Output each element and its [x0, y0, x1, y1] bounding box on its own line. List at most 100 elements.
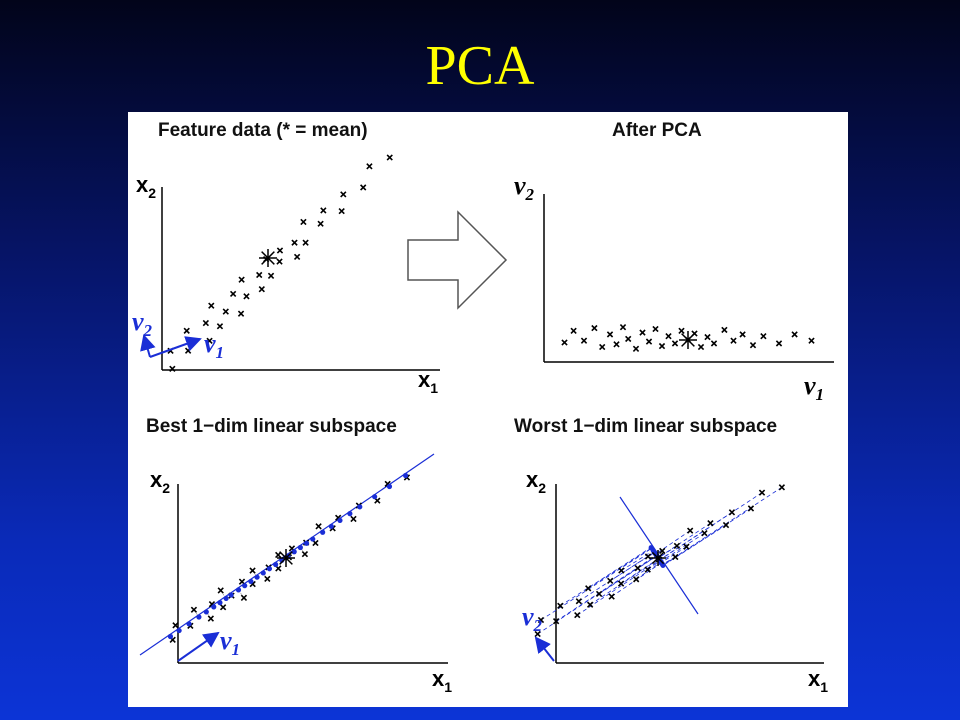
feature-v1-arrow: [149, 336, 202, 358]
projected-point: [248, 578, 254, 585]
data-point-cross-icon: [302, 239, 309, 246]
projected-point: [386, 483, 393, 490]
data-point-cross-icon: [580, 337, 588, 344]
data-point-cross-icon: [599, 343, 606, 351]
data-point-cross-icon: [338, 207, 345, 215]
data-point-cross-icon: [608, 593, 615, 600]
projected-point: [320, 529, 326, 535]
figure-panel: Feature data (* = mean) x2 x1 v2 v1 Afte…: [128, 112, 848, 707]
data-point-cross-icon: [704, 333, 711, 341]
projected-point: [186, 621, 192, 627]
projection-line: [662, 486, 783, 566]
panel-feature-title: Feature data (* = mean): [158, 120, 368, 141]
data-point-cross-icon: [238, 276, 245, 283]
best-v1-arrow: [177, 631, 220, 662]
data-point-cross-icon: [366, 163, 373, 170]
data-point-cross-icon: [659, 547, 666, 555]
best-v1-label: v1: [220, 626, 240, 659]
projection-line: [662, 524, 727, 566]
data-point-cross-icon: [808, 337, 815, 344]
data-point-cross-icon: [678, 327, 685, 334]
data-point-cross-icon: [686, 527, 694, 534]
data-point-cross-icon: [229, 290, 237, 298]
worst-v2-label: v2: [522, 602, 543, 635]
feature-v2-arrow: [140, 334, 156, 358]
data-point-cross-icon: [652, 325, 659, 333]
data-point-cross-icon: [256, 271, 263, 279]
data-point-cross-icon: [739, 331, 746, 338]
data-point-cross-icon: [645, 338, 653, 345]
data-point-cross-icon: [595, 590, 603, 598]
data-point-cross-icon: [625, 335, 632, 343]
projected-point: [196, 614, 202, 620]
feature-v1-label: v1: [204, 329, 224, 362]
slide-title: PCA: [425, 35, 535, 97]
projected-point: [328, 523, 334, 529]
projected-point: [347, 511, 353, 517]
projected-point: [273, 561, 279, 568]
data-point-cross-icon: [561, 339, 568, 346]
panel-best-title: Best 1−dim linear subspace: [146, 416, 397, 437]
worst-v2-arrow: [534, 636, 555, 662]
panel-best: Best 1−dim linear subspace x2 x1 v1: [139, 416, 452, 695]
data-point-cross-icon: [219, 604, 227, 611]
data-point-cross-icon: [320, 207, 327, 214]
data-point-cross-icon: [240, 594, 248, 601]
projected-point: [242, 583, 248, 589]
projected-point: [203, 609, 209, 615]
data-point-cross-icon: [264, 575, 271, 583]
data-point-cross-icon: [537, 616, 545, 624]
panel-feature: Feature data (* = mean) x2 x1 v2 v1: [132, 120, 440, 396]
projected-point: [228, 592, 234, 598]
data-point-cross-icon: [634, 564, 641, 572]
projection-line: [662, 508, 752, 566]
data-point-cross-icon: [721, 326, 728, 334]
data-point-cross-icon: [639, 329, 646, 336]
projected-point: [211, 604, 217, 610]
feature-v2-label: v2: [132, 307, 153, 340]
data-point-cross-icon: [749, 342, 757, 349]
best-x-label: x1: [432, 666, 452, 695]
projected-point: [357, 504, 363, 510]
data-point-cross-icon: [275, 551, 282, 559]
data-point-cross-icon: [707, 520, 714, 527]
data-point-cross-icon: [591, 324, 598, 332]
data-point-cross-icon: [618, 567, 625, 574]
projected-point: [660, 562, 666, 568]
data-point-cross-icon: [574, 611, 581, 619]
projection-line: [657, 522, 711, 559]
data-point-cross-icon: [607, 577, 614, 584]
data-point-cross-icon: [360, 184, 367, 191]
projected-point: [167, 633, 174, 640]
data-point-cross-icon: [697, 343, 705, 351]
data-point-cross-icon: [190, 606, 198, 613]
after-x-label: v1: [804, 371, 824, 404]
data-point-cross-icon: [672, 553, 679, 561]
projection-line: [660, 532, 705, 563]
data-point-cross-icon: [340, 191, 347, 198]
data-point-cross-icon: [202, 319, 210, 327]
pca-figure: Feature data (* = mean) x2 x1 v2 v1 Afte…: [132, 120, 834, 695]
after-y-label: v2: [514, 171, 535, 204]
projected-point: [254, 574, 260, 580]
data-point-cross-icon: [570, 327, 577, 334]
data-point-cross-icon: [258, 286, 265, 293]
data-point-cross-icon: [315, 523, 322, 530]
projection-line: [621, 550, 654, 571]
feature-y-label: x2: [136, 172, 156, 201]
data-point-cross-icon: [791, 331, 798, 338]
data-point-cross-icon: [632, 345, 640, 352]
data-point-cross-icon: [710, 340, 718, 347]
projected-point: [310, 536, 316, 542]
data-point-cross-icon: [183, 327, 190, 334]
data-point-cross-icon: [722, 521, 730, 529]
data-point-cross-icon: [184, 347, 192, 354]
data-point-cross-icon: [249, 567, 256, 574]
data-point-cross-icon: [586, 601, 594, 608]
data-point-cross-icon: [775, 340, 783, 347]
projection-line: [659, 492, 763, 561]
data-point-cross-icon: [207, 615, 215, 622]
projected-point: [291, 549, 297, 555]
data-point-cross-icon: [671, 340, 679, 347]
data-point-cross-icon: [644, 566, 651, 573]
